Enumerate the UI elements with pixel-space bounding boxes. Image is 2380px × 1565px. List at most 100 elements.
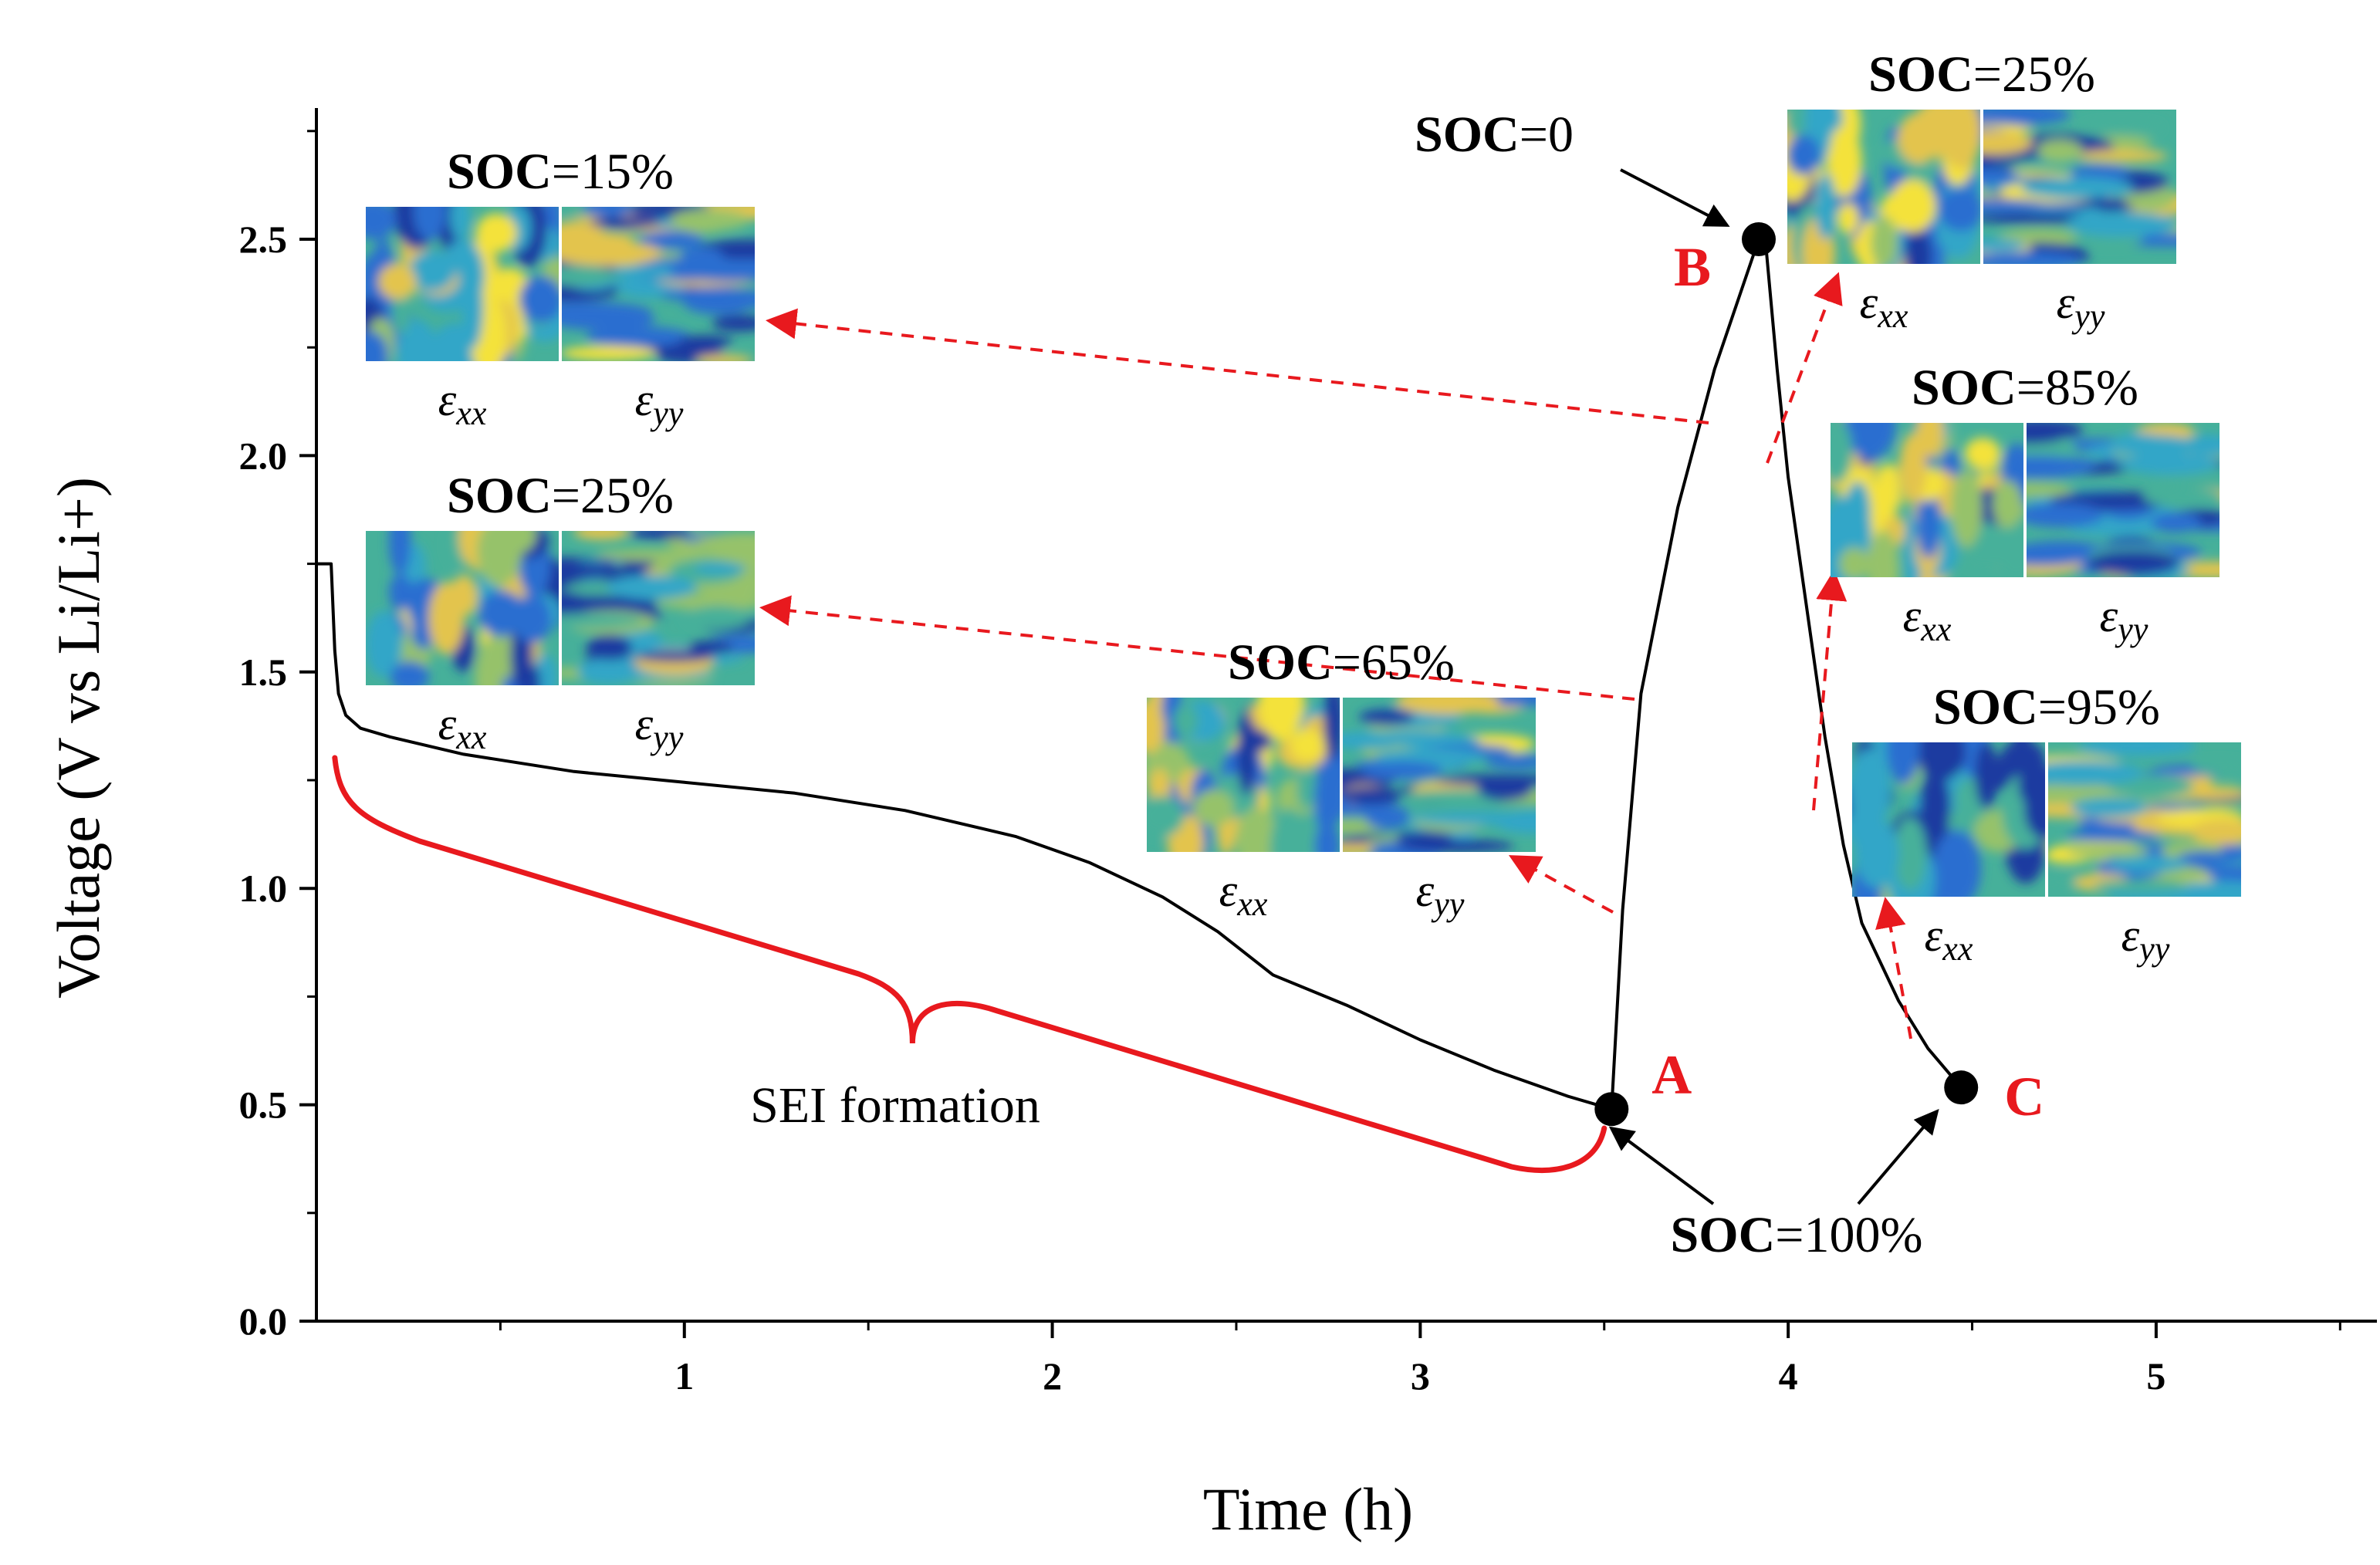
heatmap-blob (1343, 786, 1401, 806)
point-b (1742, 222, 1776, 256)
x-tick-label: 3 (1411, 1354, 1430, 1398)
heatmap-blob (2048, 760, 2144, 786)
inset-soc-title: SOC=85% (1912, 360, 2138, 416)
series-group (316, 238, 1962, 1111)
heatmap-blob (2080, 121, 2164, 135)
heatmap-blob (1831, 423, 1853, 484)
heatmap-blob (2065, 845, 2150, 858)
heatmap-blob (657, 593, 755, 610)
heatmap-blob (2027, 547, 2090, 566)
heatmap-blob (1325, 776, 1340, 821)
x-tick-label: 1 (674, 1354, 694, 1398)
heatmap-blob (1259, 698, 1303, 742)
heatmap-blob (366, 610, 403, 678)
heatmap-blob (2020, 177, 2135, 199)
heatmap-blob (2151, 512, 2201, 533)
heatmap-blob (1435, 774, 1536, 786)
strain-label-xx: εxx (1860, 277, 1908, 335)
heatmap-blob (1867, 530, 1899, 577)
inset-soc-title: SOC=15% (447, 144, 674, 200)
heatmap-blob (562, 265, 616, 286)
heatmap-blob (2120, 453, 2219, 475)
x-axis-title: Time (h) (1203, 1475, 1413, 1543)
heatmap-blob (1314, 822, 1340, 852)
heatmap-blob (1899, 433, 1927, 502)
heatmap-blob (396, 319, 438, 361)
point-c (1944, 1070, 1979, 1105)
heatmap-blob (688, 641, 733, 654)
strain-label-yy: εyy (2057, 277, 2105, 335)
heatmap-blob (1992, 480, 2023, 529)
labels-group: SOC=0 SOC=100% (1415, 106, 1922, 1263)
heatmap-blob (1787, 134, 1820, 176)
heatmap-blob (1484, 754, 1536, 769)
red-dashed-arrow (766, 308, 1709, 424)
heatmap-blob (2027, 503, 2104, 528)
heatmap-exx-1 (366, 531, 559, 685)
heatmap-blob (1983, 252, 2082, 264)
heatmap-eyy-3 (1983, 110, 2176, 264)
strain-label-xx: εxx (1903, 590, 1952, 648)
y-tick-label: 0.5 (239, 1083, 288, 1127)
point-label-c: C (2004, 1066, 2044, 1127)
heatmap-blob (678, 335, 733, 346)
heatmap-blob (1269, 808, 1308, 852)
heatmap-blob (1147, 701, 1165, 753)
heatmap-blob (366, 207, 397, 240)
heatmap-blob (562, 563, 619, 580)
red-dashed-arrow (759, 595, 1635, 701)
heatmap-blob (1915, 487, 1942, 559)
heatmap-blob (2027, 482, 2073, 497)
voltage-curve (316, 238, 1962, 1111)
heatmap-blob (1871, 215, 1898, 264)
heatmap-blob (1343, 804, 1410, 816)
heatmap-exx-4 (1831, 423, 2023, 577)
heatmap-blob (656, 346, 726, 361)
sei-brace-group: SEI formation (332, 755, 1608, 1173)
heatmap-blob (1236, 713, 1257, 796)
strain-label-xx: εxx (438, 374, 487, 432)
heatmap-blob (582, 207, 634, 217)
heatmap-blob (2078, 149, 2169, 163)
heatmap-blob (441, 239, 485, 312)
heatmap-blob (388, 531, 411, 576)
inset-soc-1: SOC=25% εxx εyy (366, 468, 755, 756)
point-a (1594, 1092, 1629, 1127)
heatmap-blob (577, 657, 637, 684)
heatmap-eyy-2 (1343, 698, 1536, 852)
sei-brace (332, 755, 1608, 1173)
heatmap-blob (1886, 742, 1920, 785)
point-label-a: A (1651, 1044, 1692, 1106)
heatmap-blob (1815, 172, 1836, 240)
soc-0-label: SOC=0 (1415, 106, 1574, 163)
inset-soc-title: SOC=95% (1933, 679, 2160, 735)
heatmap-blob (586, 326, 691, 347)
heatmap-blob (1904, 228, 1932, 264)
inset-soc-2: SOC=65% εxx εyy (1147, 634, 1536, 923)
heatmap-exx-5 (1852, 742, 2045, 897)
heatmap-blob (694, 563, 746, 575)
heatmap-blob (1844, 423, 1896, 460)
inset-soc-0: SOC=15% εxx εyy (366, 144, 755, 432)
inset-soc-title: SOC=25% (447, 468, 674, 524)
heatmap-blob (1950, 468, 1983, 548)
black-arrow-soc100-a (1608, 1126, 1715, 1205)
heatmap-blob (2077, 742, 2197, 756)
inset-soc-title: SOC=25% (1868, 46, 2095, 103)
soc-100-label: SOC=100% (1671, 1207, 1923, 1263)
heatmap-blob (573, 531, 630, 540)
y-tick-label: 1.5 (239, 651, 288, 694)
heatmap-blob (413, 207, 446, 240)
heatmap-blob (1173, 703, 1198, 738)
heatmap-blob (2189, 819, 2241, 845)
strain-label-yy: εyy (635, 698, 684, 756)
heatmap-blob (1290, 728, 1324, 762)
heatmap-blob (1897, 113, 1941, 164)
heatmap-blob (2036, 139, 2083, 162)
heatmap-blob (1983, 167, 2018, 186)
red-dashed-arrow (1508, 855, 1614, 914)
heatmap-blob (2176, 850, 2235, 865)
heatmap-blob (562, 308, 656, 330)
heatmap-exx-3 (1787, 110, 1980, 264)
